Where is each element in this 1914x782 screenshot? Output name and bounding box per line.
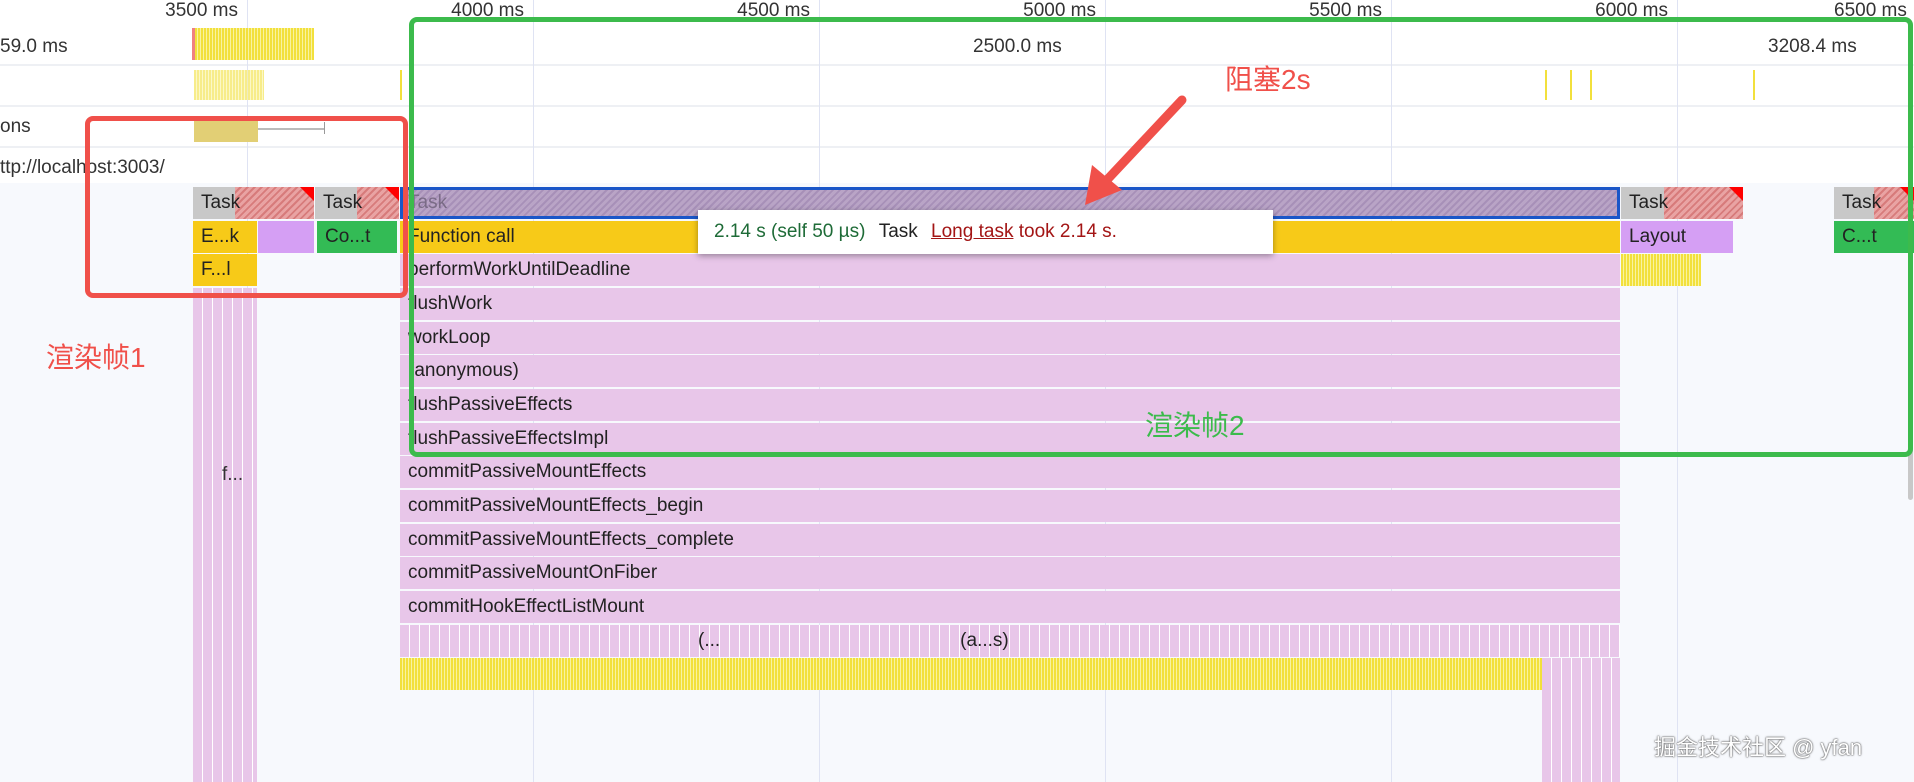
- tick-label: 6000 ms: [1595, 0, 1668, 21]
- scrollbar[interactable]: [1908, 440, 1913, 500]
- tail-call-stack[interactable]: [1542, 658, 1620, 782]
- frame1-highlight-box: [85, 116, 408, 298]
- composite-bar[interactable]: Co...t: [317, 221, 397, 253]
- main-thread-label[interactable]: ttp://localhost:3003/: [0, 157, 165, 178]
- activity-mark: [1590, 70, 1592, 100]
- task-tooltip: 2.14 s (self 50 µs) Task Long task took …: [698, 210, 1273, 254]
- activity-mark: [1545, 70, 1547, 100]
- call-stack-frame[interactable]: flushWork: [400, 288, 1620, 320]
- frames-bar[interactable]: [192, 28, 314, 60]
- layout-subcalls: [1621, 254, 1701, 286]
- track-divider: [0, 146, 1914, 148]
- tick-label: 3500 ms: [165, 0, 238, 21]
- layout-bar[interactable]: [258, 221, 314, 253]
- activity-mark: [1753, 70, 1755, 100]
- frame-duration-label: 3208.4 ms: [1768, 36, 1857, 57]
- call-label: f...: [222, 464, 244, 485]
- activity-mark: [1570, 70, 1572, 100]
- call-stack-frame[interactable]: performWorkUntilDeadline: [400, 254, 1620, 286]
- tick-label: 5000 ms: [1023, 0, 1096, 21]
- tick-label: 5500 ms: [1309, 0, 1382, 21]
- call-stack-frame[interactable]: commitPassiveMountOnFiber: [400, 557, 1620, 589]
- frame1-annotation: 渲染帧1: [46, 342, 146, 373]
- task-bar[interactable]: Task: [1621, 187, 1743, 219]
- frame-duration-label: 2500.0 ms: [973, 36, 1062, 57]
- dropped-frame-mark: [192, 28, 195, 60]
- activity-mark: [400, 70, 402, 100]
- interaction-whisker-end: [324, 122, 325, 134]
- call-stack-frame[interactable]: commitPassiveMountEffects: [400, 456, 1620, 488]
- timeline-overview-tracks: [0, 0, 1914, 183]
- composite-bar[interactable]: C...t: [1834, 221, 1914, 253]
- tooltip-name: Task: [878, 221, 918, 242]
- blocked-annotation: 阻塞2s: [1225, 64, 1311, 95]
- event-bar[interactable]: E...k: [193, 221, 257, 253]
- grid-line: [1677, 0, 1678, 782]
- call-stack-frame[interactable]: flushPassiveEffectsImpl: [400, 423, 1620, 455]
- function-bar[interactable]: F...l: [193, 254, 257, 286]
- frame-duration-label: 59.0 ms: [0, 36, 68, 57]
- track-divider: [0, 105, 1914, 107]
- activity-marks: [194, 70, 264, 100]
- interaction-whisker: [258, 128, 324, 130]
- left-call-stack[interactable]: [193, 288, 257, 782]
- call-stack-frame[interactable]: (anonymous): [400, 355, 1620, 387]
- long-task-link[interactable]: Long task: [931, 221, 1014, 242]
- truncated-call: (a...s): [960, 630, 1009, 651]
- task-bar[interactable]: Task: [1834, 187, 1914, 219]
- call-stack-frame[interactable]: flushPassiveEffects: [400, 389, 1620, 421]
- task-bar[interactable]: Task: [193, 187, 314, 219]
- interaction-bar[interactable]: [194, 118, 258, 142]
- tooltip-duration: 2.14 s (self 50 µs): [714, 221, 866, 242]
- call-stack-frame[interactable]: commitPassiveMountEffects_complete: [400, 524, 1620, 556]
- tick-label: 4000 ms: [451, 0, 524, 21]
- call-stack-frame[interactable]: commitPassiveMountEffects_begin: [400, 490, 1620, 522]
- tick-label: 6500 ms: [1834, 0, 1907, 21]
- frame2-highlight-box: [409, 17, 1913, 457]
- many-calls-row[interactable]: [400, 658, 1542, 690]
- task-bar[interactable]: Task: [315, 187, 399, 219]
- layout-bar[interactable]: Layout: [1621, 221, 1733, 253]
- tooltip-warning: took 2.14 s.: [1018, 221, 1117, 242]
- interactions-track-label: ons: [0, 116, 31, 137]
- call-stack-frame[interactable]: commitHookEffectListMount: [400, 591, 1620, 623]
- anonymous-calls-row[interactable]: (... (a...s): [400, 625, 1620, 657]
- truncated-call: (...: [698, 630, 721, 651]
- call-stack-frame[interactable]: workLoop: [400, 322, 1620, 354]
- watermark: 掘金技术社区 @ yfan: [1654, 735, 1863, 760]
- track-divider: [0, 64, 1914, 66]
- frame2-annotation: 渲染帧2: [1145, 410, 1245, 441]
- tick-label: 4500 ms: [737, 0, 810, 21]
